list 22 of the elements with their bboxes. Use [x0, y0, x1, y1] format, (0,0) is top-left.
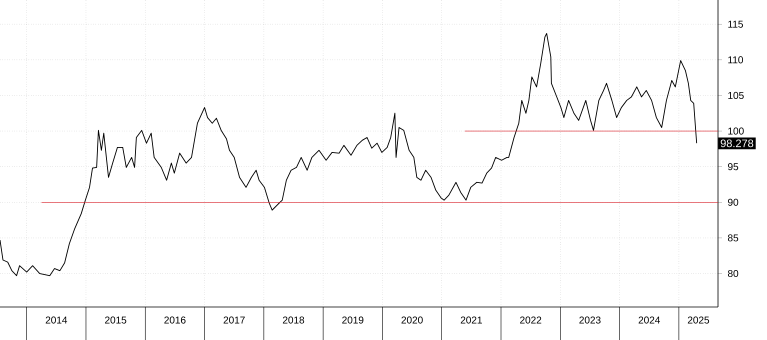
y-tick-label: 110 — [728, 56, 744, 64]
x-tick-label: 2024 — [638, 316, 660, 324]
y-tick-label: 85 — [728, 234, 738, 242]
x-tick-label: 2022 — [520, 316, 542, 324]
y-tick-label: 95 — [728, 163, 738, 170]
x-tick-label: 2017 — [224, 316, 245, 324]
x-tick-label: 2014 — [46, 316, 68, 324]
y-tick-label: 100 — [728, 128, 744, 135]
y-tick-label: 105 — [728, 92, 744, 99]
x-tick-label: 2021 — [460, 316, 482, 324]
line-series — [0, 33, 698, 276]
x-tick-label: 2025 — [688, 316, 710, 324]
y-tick-label: 90 — [728, 198, 738, 206]
x-tick-label: 2016 — [164, 316, 186, 324]
annotation: 98.278 — [720, 139, 754, 148]
x-tick-label: 2023 — [579, 316, 601, 324]
y-tick-label: 80 — [728, 270, 738, 278]
x-tick-label: 2018 — [282, 316, 304, 324]
x-tick-label: 2015 — [105, 316, 126, 324]
x-tick-label: 2019 — [342, 316, 364, 324]
y-tick-label: 115 — [728, 20, 743, 28]
x-tick-label: 2020 — [401, 316, 423, 324]
